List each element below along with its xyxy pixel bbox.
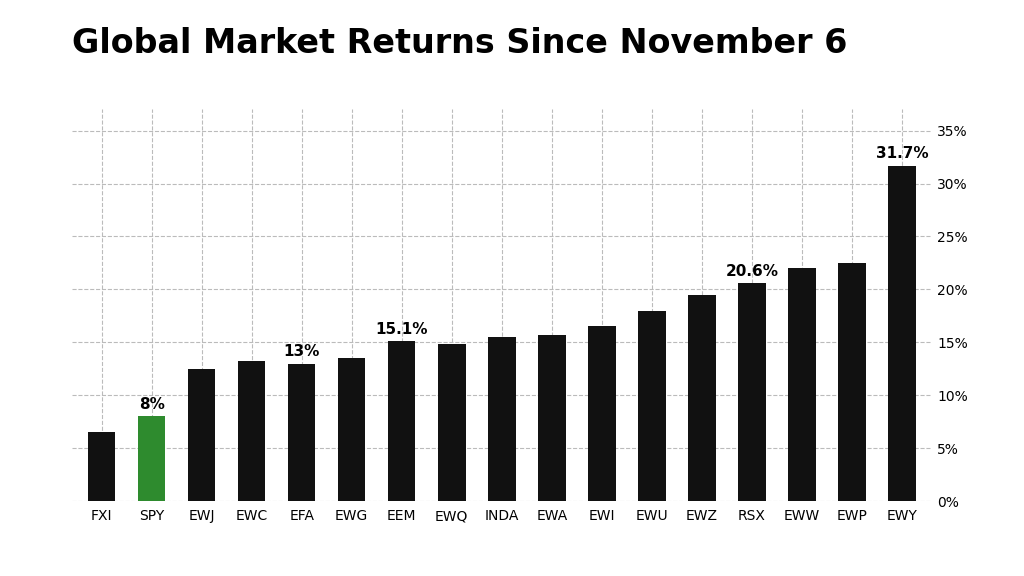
Bar	[688, 295, 716, 501]
Bar	[388, 341, 416, 501]
Bar	[438, 344, 466, 501]
Bar	[288, 363, 315, 501]
Bar	[88, 433, 116, 501]
Bar	[188, 369, 215, 501]
Bar	[838, 263, 865, 501]
Bar	[588, 327, 615, 501]
Text: 15.1%: 15.1%	[376, 322, 428, 337]
Text: 8%: 8%	[139, 397, 165, 412]
Bar	[488, 337, 515, 501]
Text: 13%: 13%	[284, 344, 319, 359]
Bar	[338, 358, 366, 501]
Text: 31.7%: 31.7%	[876, 146, 928, 161]
Text: Global Market Returns Since November 6: Global Market Returns Since November 6	[72, 28, 847, 60]
Bar	[638, 310, 666, 501]
Bar	[538, 335, 565, 501]
Text: 20.6%: 20.6%	[725, 264, 778, 279]
Bar	[788, 268, 815, 501]
Bar	[738, 283, 766, 501]
Bar	[238, 361, 265, 501]
Bar	[138, 416, 166, 501]
Bar	[888, 165, 915, 501]
